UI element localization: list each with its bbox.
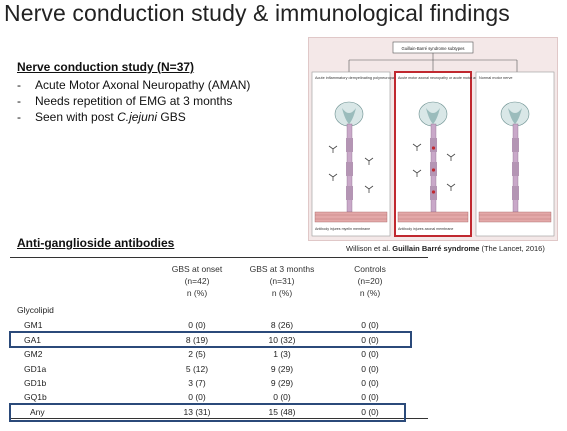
highlight-box-any <box>9 403 406 422</box>
figure-top-label: Guillain-Barré syndrome subtypes <box>401 46 464 51</box>
muscle-icon <box>314 211 552 223</box>
gbs-illustration: Guillain-Barré syndrome subtypes Acute i… <box>311 41 555 237</box>
note-myelin: Antibody injures myelin membrane <box>315 227 370 231</box>
ncs-bullet-emg: Needs repetition of EMG at 3 months <box>17 93 307 109</box>
col-header-controls: Controls (n=20) n (%) <box>354 264 386 298</box>
highlight-box-ga1 <box>9 331 412 348</box>
note-axonal: Antibody injures axonal membrane <box>398 227 453 231</box>
table-bottom-rule <box>10 418 428 419</box>
svg-text:Acute inflammatory demyelinati: Acute inflammatory demyelinating polyneu… <box>315 76 427 80</box>
col-header-onset: GBS at onset (n=42) n (%) <box>171 264 223 298</box>
panel3-caption: Normal motor nerve <box>479 76 513 80</box>
gbs-subtypes-figure: Guillain-Barré syndrome subtypes Acute i… <box>308 37 558 241</box>
ncs-bullet-cjejuni: Seen with post C.jejuni GBS <box>17 109 307 125</box>
figure-caption: Willison et al. Guillain Barré syndrome … <box>346 244 545 253</box>
panel1-caption: Acute inflammatory demyelinating polyneu… <box>315 76 427 80</box>
ncs-list: Acute Motor Axonal Neuropathy (AMAN) Nee… <box>17 77 307 125</box>
slide-title: Nerve conduction study & immunological f… <box>4 0 510 26</box>
svg-text:Acute motor axonal neuropathy: Acute motor axonal neuropathy or acute m… <box>398 76 537 80</box>
panel2-caption: Acute motor axonal neuropathy or acute m… <box>398 76 537 80</box>
col-header-3months: GBS at 3 months (n=31) n (%) <box>249 264 315 298</box>
antibody-table-heading: Anti-ganglioside antibodies <box>17 236 175 250</box>
spinal-cord-icon <box>334 101 530 127</box>
ncs-heading: Nerve conduction study (N=37) <box>17 60 195 74</box>
ncs-section: Nerve conduction study (N=37) Acute Moto… <box>17 60 307 125</box>
antibody-icon <box>328 143 456 193</box>
axon-icon <box>346 123 519 213</box>
group-label: Glycolipid <box>17 305 54 315</box>
table-top-rule <box>10 257 428 258</box>
ncs-bullet-aman: Acute Motor Axonal Neuropathy (AMAN) <box>17 77 307 93</box>
